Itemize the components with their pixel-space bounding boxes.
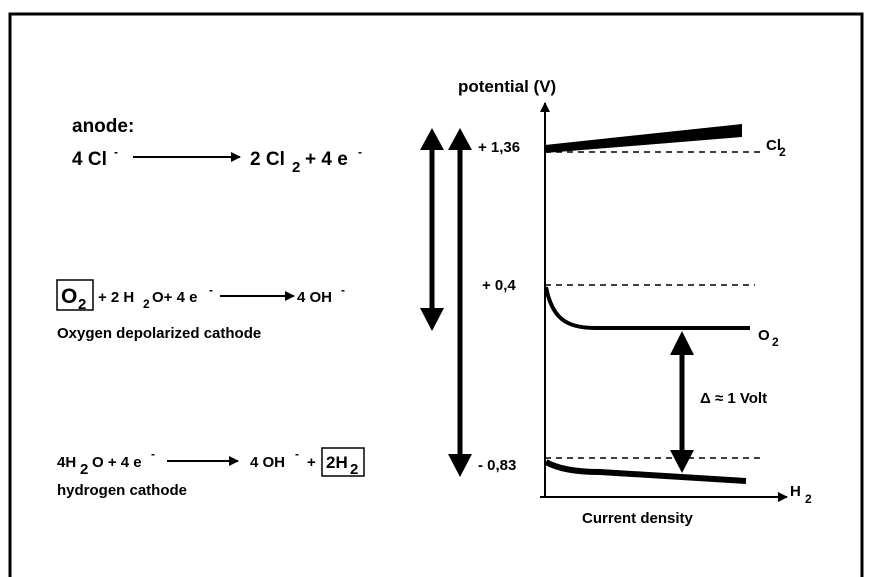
- frame: [8, 12, 864, 577]
- equation-part: 4 OH: [297, 289, 332, 306]
- equation-sub: 2: [143, 297, 150, 311]
- anode-label: anode:: [72, 116, 134, 137]
- h2-curve: [544, 459, 747, 484]
- equation-part: O: [61, 285, 77, 308]
- equation-sup: -: [358, 145, 362, 159]
- o2-curve: [544, 286, 750, 330]
- level-label: - 0,83: [478, 457, 516, 474]
- equation-part: 4 Cl: [72, 149, 107, 170]
- equation-part: O + 4 e: [92, 454, 142, 471]
- curve-label: Cl: [766, 137, 781, 154]
- level-label: + 1,36: [478, 139, 520, 156]
- y-axis-label: potential (V): [458, 77, 556, 96]
- equation-part: O+ 4 e: [152, 289, 197, 306]
- equation-sup: -: [114, 145, 118, 159]
- equation-sub: 2: [80, 461, 88, 478]
- equation-part: 2 Cl: [250, 149, 285, 170]
- equation-sub: 2: [292, 159, 300, 176]
- equation-sup: -: [341, 283, 345, 297]
- cathode-label: hydrogen cathode: [57, 482, 187, 499]
- equation-part: 4H: [57, 454, 76, 471]
- equation-part: + 4 e: [305, 149, 348, 170]
- equation-part: + 2 H: [98, 289, 134, 306]
- level-lines: [545, 151, 760, 459]
- equation-part: 2H: [326, 453, 348, 472]
- level-label: + 0,4: [482, 277, 516, 294]
- curve-label: O: [758, 327, 770, 344]
- curve-label-sub: 2: [779, 145, 786, 159]
- species-box: [321, 447, 365, 477]
- cathode-label: Oxygen depolarized cathode: [57, 325, 261, 342]
- curve-label-sub: 2: [805, 492, 812, 506]
- curve-label: H: [790, 483, 801, 500]
- difference-label: Δ ≈ 1 Volt: [700, 390, 767, 407]
- equation-sup: -: [209, 283, 213, 297]
- equation-sub: 2: [78, 296, 86, 313]
- x-axis-label: Current density: [582, 510, 694, 527]
- equation-part: 4 OH: [250, 454, 285, 471]
- species-box: [56, 279, 94, 311]
- equation-part: +: [307, 454, 316, 471]
- equation-sup: -: [151, 447, 155, 461]
- curve-label-sub: 2: [772, 335, 779, 349]
- potential-range-arrows: [420, 128, 694, 477]
- equation-sub: 2: [350, 461, 358, 478]
- cl2-curve: [545, 124, 742, 153]
- equation-sup: -: [295, 447, 299, 461]
